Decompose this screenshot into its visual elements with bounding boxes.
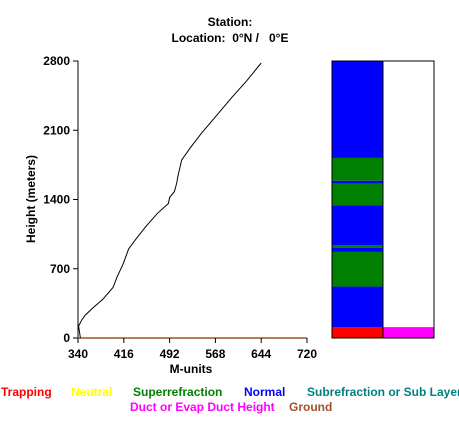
column-duct-band [383, 327, 434, 338]
legend-item-trapping: Trapping [1, 385, 52, 399]
location-line: Location: 0°N / 0°E [130, 30, 330, 46]
legend-item-neutral: Neutral [71, 385, 113, 399]
station-label: Station: [207, 15, 253, 29]
column-layer-normal [332, 247, 383, 252]
y-tick-label: 700 [50, 262, 70, 276]
legend-item-superrefraction: Superrefraction [133, 385, 223, 399]
location-value: 0°N / 0°E [232, 31, 289, 45]
column-layer-superrefraction [332, 157, 383, 181]
x-tick-label: 416 [114, 347, 134, 361]
location-label: Location: [171, 31, 226, 45]
x-tick-label: 644 [251, 347, 271, 361]
legend-item-normal: Normal [244, 385, 286, 399]
m-unit-profile-line [78, 62, 262, 339]
column-layer-normal [332, 286, 383, 328]
x-tick-label: 568 [205, 347, 225, 361]
x-tick-label: 340 [68, 347, 88, 361]
profile-chart: 340 416 492 568 644 720 0 700 1400 2100 2800 M-uni… [24, 54, 435, 376]
column-layer-superrefraction [332, 245, 383, 248]
x-axis-label: M-units [170, 362, 213, 376]
legend-item-duct-or-evap-duct-height: Duct or Evap Duct Height [130, 400, 275, 414]
y-tick-label: 0 [63, 331, 70, 345]
legend-item-subrefraction-or-sub-layer: Subrefraction or Sub Layer [307, 385, 459, 399]
legend-item-ground: Ground [289, 400, 333, 414]
column-layer-normal [332, 205, 383, 246]
column-layer-normal [332, 61, 383, 158]
x-tick-label: 720 [297, 347, 317, 361]
x-tick-label: 492 [160, 347, 180, 361]
y-axis-label: Height (meters) [24, 155, 38, 243]
y-tick-label: 2100 [43, 123, 70, 137]
plot-area: 340 416 492 568 644 720 0 700 1400 2100 2800 [43, 54, 317, 361]
column-layer-superrefraction [332, 183, 383, 206]
y-tick-label: 2800 [43, 54, 70, 68]
column-layer-superrefraction [332, 251, 383, 287]
refractivity-column [331, 60, 435, 339]
chart-header: Station: Location: 0°N / 0°E [130, 14, 330, 46]
column-trapping-band [332, 327, 383, 338]
y-tick-label: 1400 [43, 193, 70, 207]
column-layer-normal [332, 180, 383, 184]
